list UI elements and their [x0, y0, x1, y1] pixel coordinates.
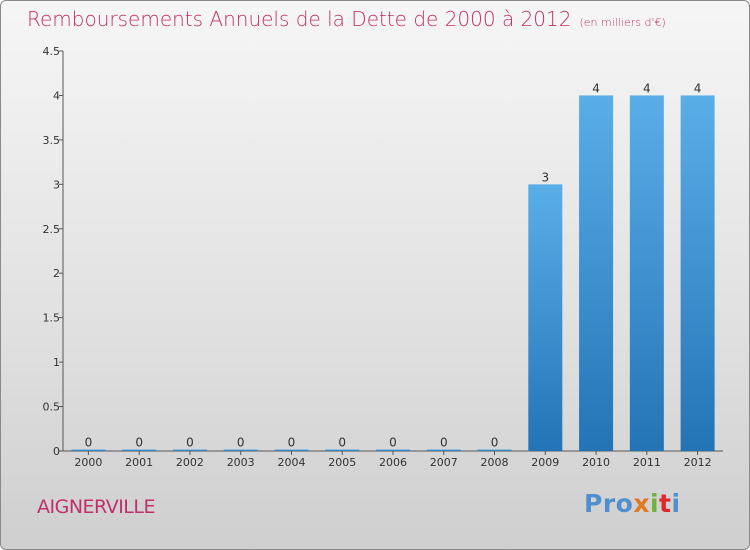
data-labels: 0 0 0 0 0 0 0 0 0 3 4 4 4 [85, 81, 702, 449]
axes: 0 0.5 1 1.5 2 2.5 3 3.5 4 4.5 2000 2001 2002 2003 2004… [43, 45, 723, 469]
bar [528, 184, 563, 452]
bar-value-label: 0 [389, 436, 397, 450]
bar [376, 449, 410, 451]
bar-value-label: 4 [643, 81, 651, 95]
title-main: Remboursements Annuels de la Dette de 20… [27, 7, 572, 31]
x-tick-label: 2011 [633, 456, 661, 469]
x-tick-label: 2004 [277, 456, 305, 469]
bar-value-label: 0 [338, 436, 346, 450]
bar-value-label: 0 [288, 436, 296, 450]
bar [122, 449, 157, 451]
commune-name: AIGNERVILLE [37, 496, 155, 518]
bar-value-label: 0 [491, 436, 499, 450]
x-tick-label: 2005 [328, 456, 356, 469]
y-tick-label: 3 [53, 178, 60, 191]
bar [223, 449, 258, 451]
bar [680, 95, 715, 451]
x-tick-label: 2012 [684, 456, 712, 469]
bar [274, 449, 309, 451]
y-tick-label: 1.5 [43, 312, 61, 325]
x-tick-label: 2003 [227, 456, 255, 469]
y-tick-label: 0.5 [43, 401, 61, 414]
bar-value-label: 0 [237, 436, 245, 450]
bar [325, 449, 360, 451]
chart-title: Remboursements Annuels de la Dette de 20… [27, 7, 666, 31]
bar-value-label: 0 [85, 436, 93, 450]
bar [579, 95, 614, 451]
title-unit: (en milliers d'€) [579, 16, 666, 29]
x-tick-label: 2009 [531, 456, 559, 469]
bar-value-label: 4 [592, 81, 600, 95]
x-tick-label: 2000 [74, 456, 102, 469]
x-tick-label: 2001 [125, 456, 153, 469]
bar-value-label: 3 [541, 170, 549, 184]
bar [426, 449, 461, 451]
x-tick-label: 2007 [430, 456, 458, 469]
y-tick-label: 0 [53, 445, 60, 458]
bar [477, 449, 512, 451]
bar [71, 449, 106, 451]
x-tick-label: 2002 [176, 456, 204, 469]
bar [629, 95, 664, 451]
y-tick-label: 4 [53, 89, 60, 102]
y-tick-label: 2.5 [43, 223, 61, 236]
x-tick-label: 2010 [582, 456, 610, 469]
proxiti-logo: Proxiti [584, 489, 681, 518]
y-tick-label: 4.5 [43, 45, 61, 58]
bar [172, 449, 207, 451]
y-tick-label: 2 [53, 267, 60, 280]
bar-value-label: 0 [186, 436, 194, 450]
bars [71, 95, 715, 452]
y-tick-label: 3.5 [43, 134, 61, 147]
x-tick-label: 2008 [481, 456, 509, 469]
x-tick-label: 2006 [379, 456, 407, 469]
bar-value-label: 4 [694, 81, 702, 95]
y-tick-label: 1 [53, 356, 60, 369]
bar-value-label: 0 [135, 436, 143, 450]
bar-value-label: 0 [440, 436, 448, 450]
